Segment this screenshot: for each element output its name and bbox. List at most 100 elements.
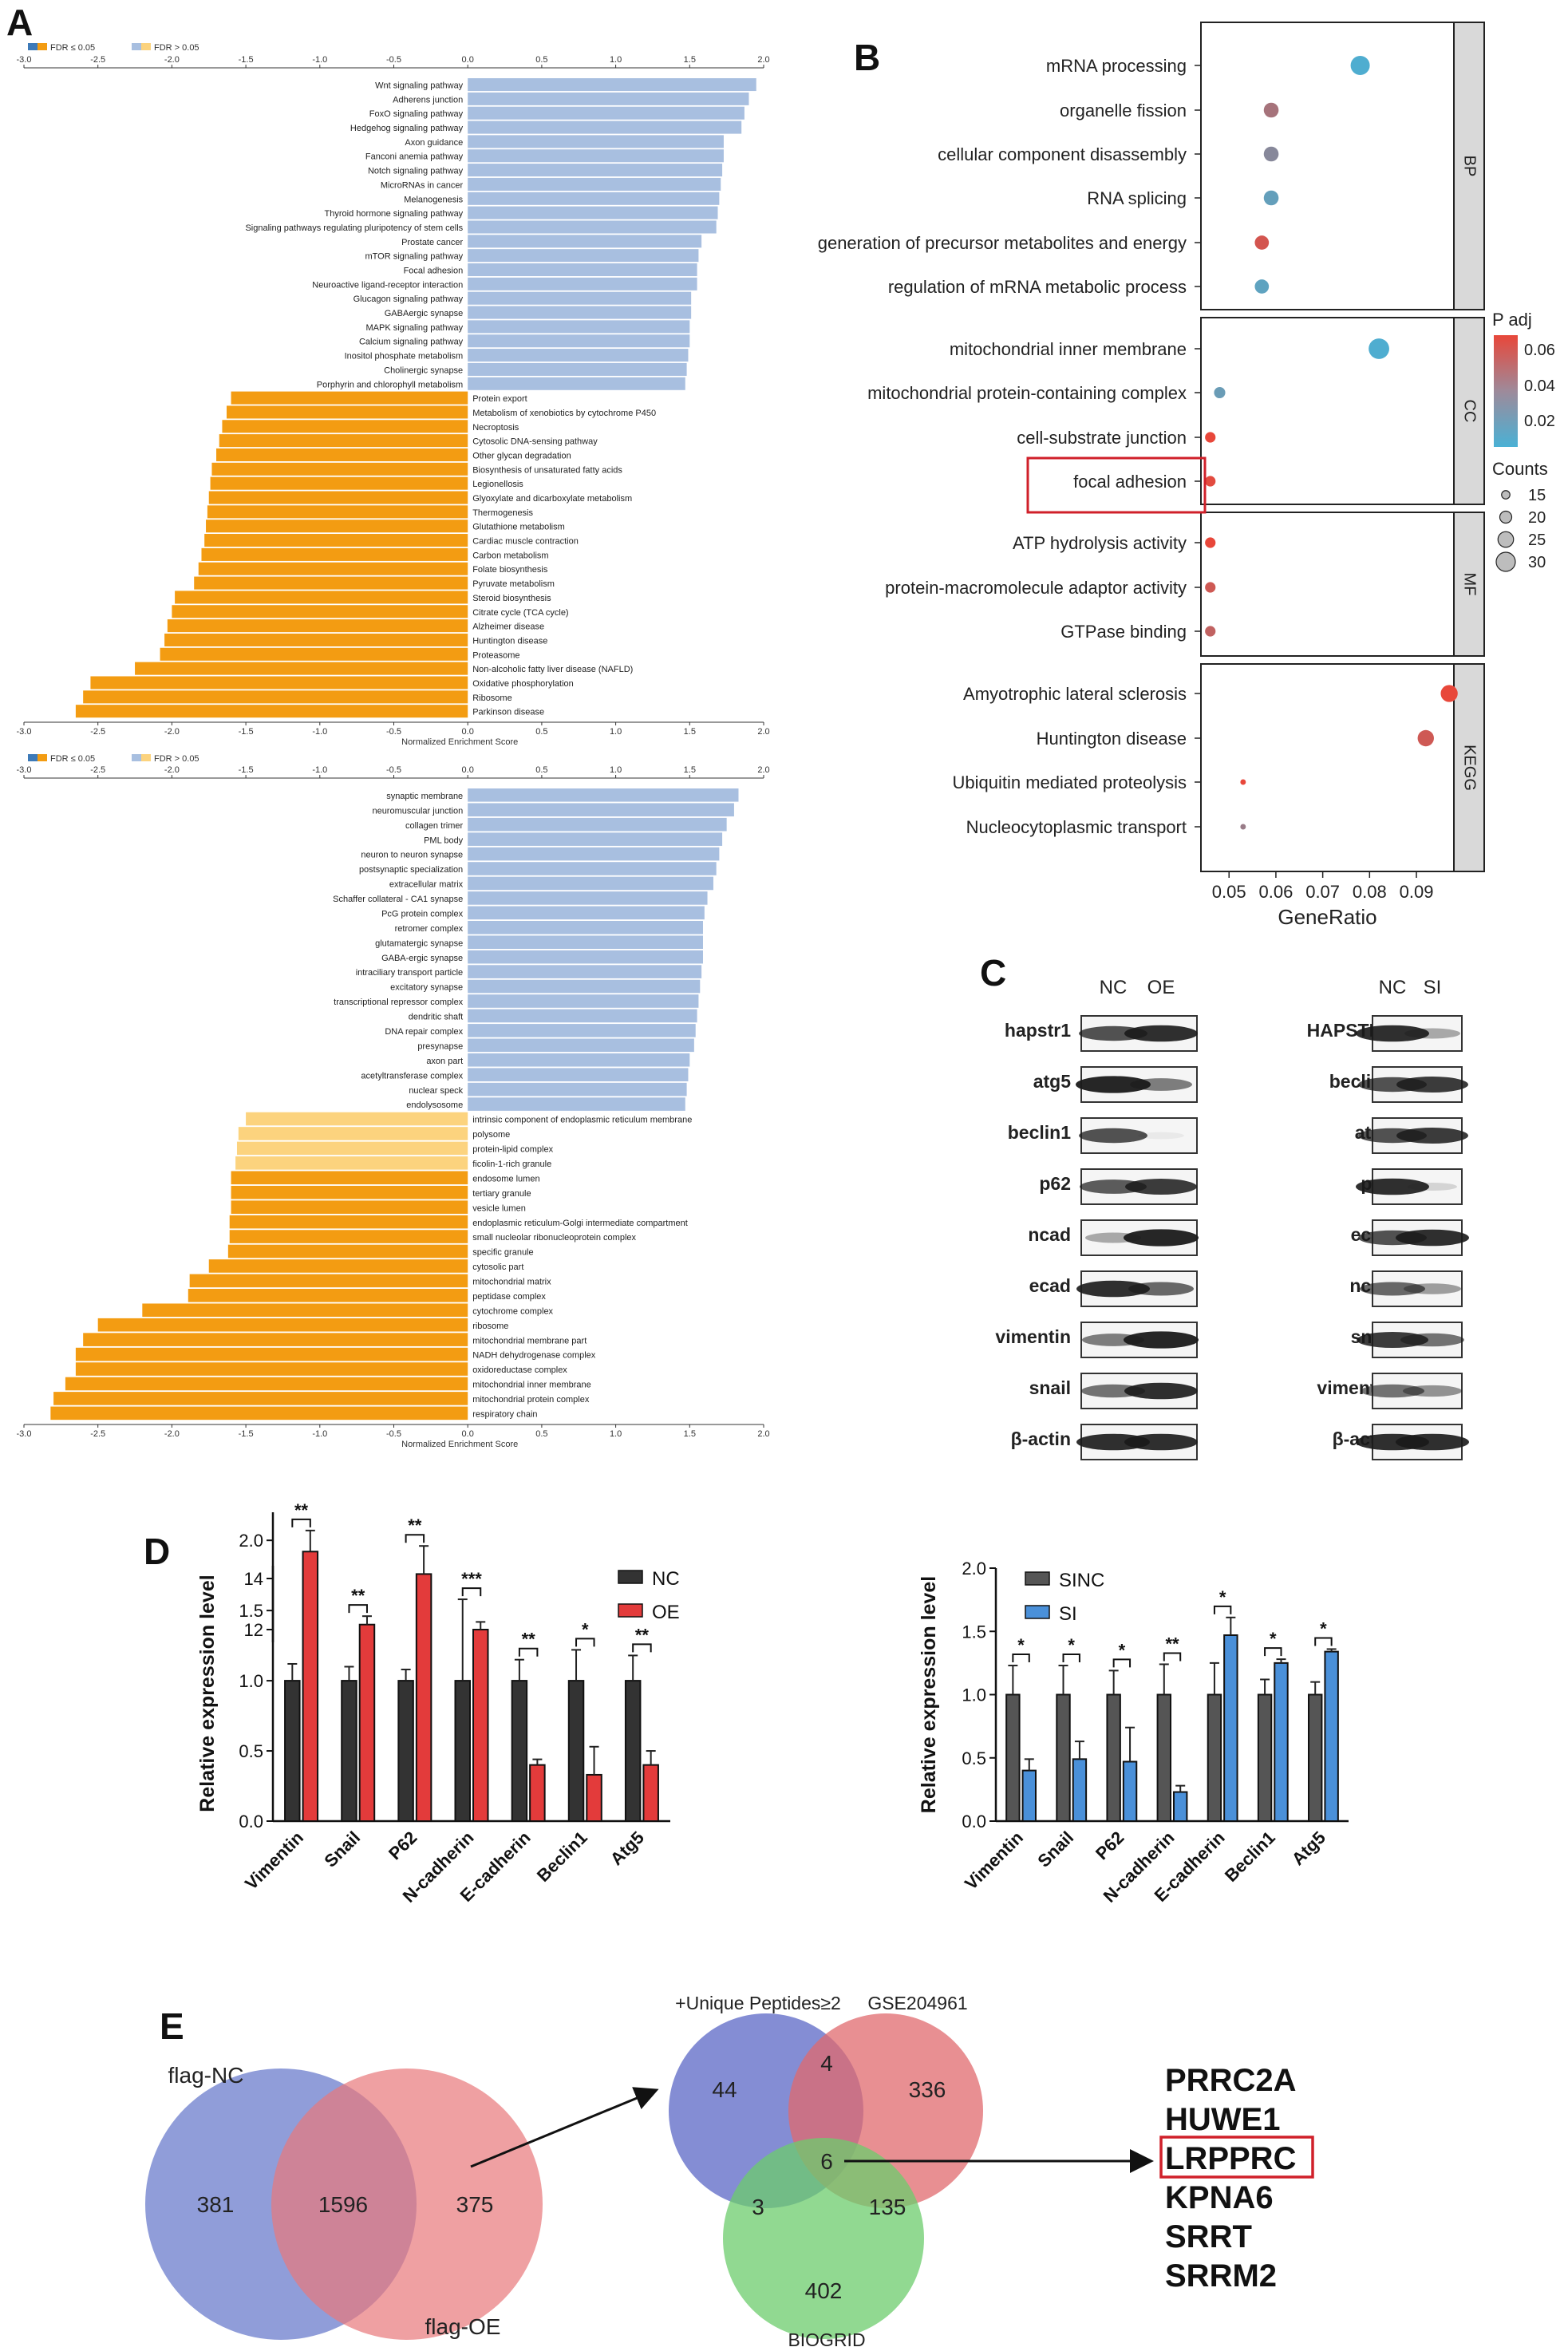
term-label: protein-macromolecule adaptor activity — [885, 578, 1187, 598]
bar — [468, 277, 697, 290]
bar — [1056, 1693, 1071, 1822]
blot-row-label: snail — [1029, 1377, 1071, 1398]
bar — [160, 647, 468, 661]
bar-label: Proteasome — [472, 650, 519, 660]
facet-panel — [1200, 663, 1455, 872]
term-label: focal adhesion — [1073, 472, 1187, 492]
dot-point — [1240, 824, 1246, 830]
bar — [468, 362, 687, 376]
bar — [472, 1629, 489, 1822]
significance-bracket — [1213, 1605, 1232, 1614]
bar-label: Calcium signaling pathway — [359, 338, 464, 347]
term-label: RNA splicing — [1087, 188, 1187, 208]
blot-band — [1124, 1331, 1199, 1349]
bar — [204, 534, 468, 547]
bar — [142, 1303, 468, 1318]
bar — [1207, 1693, 1222, 1822]
x-tick-label: P62 — [385, 1827, 421, 1863]
bar-label: Necroptosis — [472, 423, 519, 433]
venn-count: 336 — [909, 2077, 946, 2102]
bar — [468, 220, 717, 234]
blot-column-label: NC — [1100, 977, 1128, 998]
term-label: mRNA processing — [1046, 56, 1187, 76]
panel-label-a: A — [6, 2, 33, 43]
blot-band — [1396, 1433, 1469, 1451]
x-tick-label: Beclin1 — [533, 1827, 591, 1886]
size-legend-label: 15 — [1528, 487, 1546, 504]
gsea-bar-chart-kegg: FDR ≤ 0.05 FDR > 0.05 -3.0 -2.5 -2.0 -1.5 -1.0… — [17, 43, 770, 747]
bar-label: Glucagon signaling pathway — [353, 294, 464, 304]
x-tick-label: -1.5 — [239, 55, 254, 65]
size-legend-label: 20 — [1528, 509, 1546, 527]
legend-label: NC — [652, 1568, 680, 1590]
bar-label: DNA repair complex — [385, 1027, 463, 1037]
x-tick-label: 0.0 — [462, 727, 474, 737]
y-axis-title: Relative expression level — [918, 1576, 940, 1813]
bar — [238, 1127, 468, 1140]
bar-label: peptidase complex — [472, 1292, 546, 1302]
blot-band — [1404, 1283, 1461, 1294]
enrichment-dot-plot: BP CC MF KEGG mRNA processing organelle fissi… — [818, 22, 1555, 929]
term-label: ATP hydrolysis activity — [1013, 533, 1187, 553]
significance-bracket — [461, 1587, 482, 1597]
bar — [53, 1392, 468, 1405]
x-tick-label: 2.0 — [757, 55, 769, 65]
bar — [1257, 1693, 1273, 1822]
bar-label: Porphyrin and chlorophyll metabolism — [317, 380, 463, 389]
bar — [567, 1680, 585, 1822]
x-tick-label: -1.0 — [312, 1429, 327, 1439]
blot-band — [1125, 1179, 1197, 1195]
bar — [231, 391, 468, 405]
x-tick-label: -3.0 — [17, 727, 32, 737]
bar — [172, 605, 468, 618]
significance-bracket — [518, 1647, 539, 1657]
x-tick-label: 0.0 — [462, 765, 474, 775]
term-label: generation of precursor metabolites and … — [818, 233, 1187, 253]
bar — [468, 906, 705, 920]
venn-count: 381 — [197, 2192, 235, 2217]
x-tick-label: -3.0 — [17, 1429, 32, 1439]
panel-label-b: B — [854, 37, 880, 78]
bar — [468, 1038, 694, 1053]
x-tick-label: 1.5 — [684, 55, 696, 65]
bar-label: Focal adhesion — [404, 267, 464, 276]
x-tick-label: 1.0 — [610, 55, 622, 65]
legend-label: FDR ≤ 0.05 — [50, 754, 95, 764]
bar-label: Metabolism of xenobiotics by cytochrome … — [472, 409, 656, 418]
bar-label: intrinsic component of endoplasmic retic… — [472, 1116, 692, 1125]
term-label: GTPase binding — [1060, 622, 1187, 642]
blot-row-label: hapstr1 — [1005, 1020, 1071, 1041]
y-axis-title: Relative expression level — [196, 1575, 219, 1812]
bar-label: Adherens junction — [393, 95, 463, 105]
legend-swatch — [141, 754, 151, 761]
x-tick-label: 0.09 — [1400, 882, 1434, 902]
size-legend-dot — [1497, 531, 1515, 548]
bar-label: retromer complex — [395, 924, 464, 934]
bar-label: polysome — [472, 1130, 510, 1140]
x-tick-label: Snail — [1033, 1827, 1077, 1871]
venn-count: 1596 — [318, 2192, 368, 2217]
bar — [164, 633, 468, 646]
x-tick-label: P62 — [1092, 1827, 1128, 1863]
significance-label: *** — [461, 1569, 482, 1589]
bar — [468, 876, 713, 891]
term-label: mitochondrial protein-containing complex — [867, 383, 1187, 403]
bar-label: dendritic shaft — [409, 1013, 463, 1022]
blot-column-label: NC — [1379, 977, 1407, 998]
bar-label: PML body — [424, 836, 464, 845]
bar-label: intraciliary transport particle — [356, 968, 464, 978]
bar — [468, 803, 734, 817]
bar-label: Fanconi anemia pathway — [365, 152, 464, 162]
venn-set-label: flag-NC — [168, 2063, 244, 2088]
x-tick-label: -3.0 — [17, 765, 32, 775]
blot-row-label: beclin1 — [1008, 1122, 1071, 1143]
bar — [468, 1053, 690, 1067]
legend-swatch — [1025, 1605, 1050, 1619]
dot-point — [1254, 235, 1270, 250]
bar-label: mTOR signaling pathway — [365, 252, 464, 262]
significance-bracket — [1314, 1637, 1333, 1646]
bar — [468, 263, 697, 277]
x-tick-label: -0.5 — [386, 727, 401, 737]
bar-label: Schaffer collateral - CA1 synapse — [333, 895, 463, 904]
